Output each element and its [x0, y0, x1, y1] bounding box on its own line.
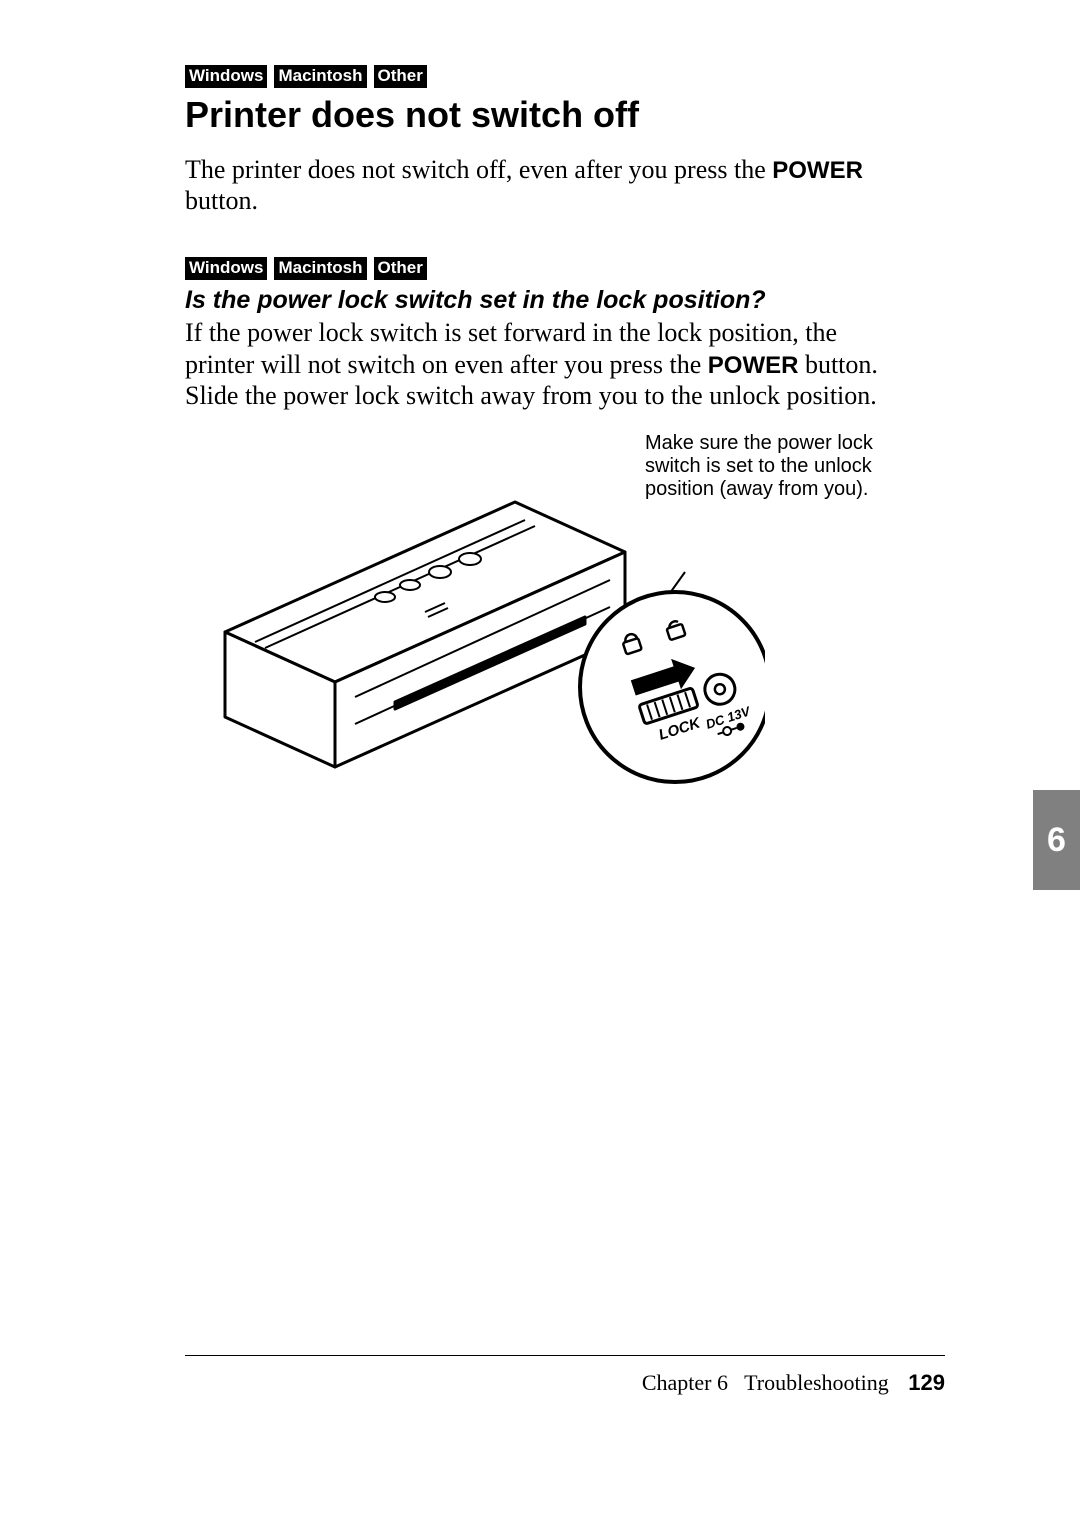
intro-text-pre: The printer does not switch off, even af…: [185, 155, 772, 184]
intro-text-post: button.: [185, 186, 258, 215]
os-tag-other: Other: [374, 65, 427, 88]
power-label: POWER: [708, 352, 799, 379]
os-tag-windows: Windows: [185, 65, 267, 88]
footer-title: Troubleshooting: [744, 1370, 889, 1395]
solution-paragraph: If the power lock switch is set forward …: [185, 317, 905, 412]
os-tag-macintosh: Macintosh: [274, 65, 366, 88]
os-tag-other: Other: [374, 257, 427, 280]
printer-figure: Make sure the power lock switch is set t…: [185, 432, 905, 842]
intro-paragraph: The printer does not switch off, even af…: [185, 154, 905, 217]
footer-chapter: Chapter 6: [642, 1370, 728, 1395]
section-heading: Printer does not switch off: [185, 94, 905, 136]
chapter-side-tab: 6: [1033, 790, 1080, 890]
os-tag-row-2: Windows Macintosh Other: [185, 257, 905, 280]
os-tag-windows: Windows: [185, 257, 267, 280]
footer-page-number: 129: [908, 1370, 945, 1395]
page-footer: Chapter 6 Troubleshooting 129: [642, 1370, 945, 1396]
os-tag-macintosh: Macintosh: [274, 257, 366, 280]
power-label: POWER: [772, 157, 863, 184]
content-column: Windows Macintosh Other Printer does not…: [185, 65, 905, 842]
os-tag-row-1: Windows Macintosh Other: [185, 65, 905, 88]
printer-illustration-icon: LOCK DC 13V: [185, 462, 765, 842]
subsection-heading: Is the power lock switch set in the lock…: [185, 286, 905, 315]
footer-rule: [185, 1355, 945, 1356]
manual-page: Windows Macintosh Other Printer does not…: [0, 0, 1080, 1533]
